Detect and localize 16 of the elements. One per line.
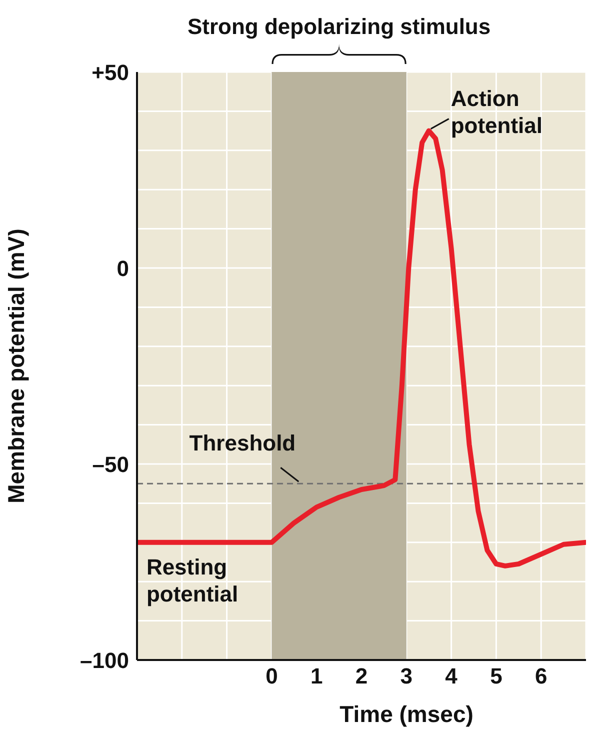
x-tick-label: 2	[355, 664, 368, 689]
band-label: Strong depolarizing stimulus	[187, 14, 491, 39]
x-axis-title: Time (msec)	[340, 701, 474, 727]
x-tick-label: 5	[490, 664, 502, 689]
y-tick-label: 0	[116, 256, 129, 281]
x-tick-label: 3	[400, 664, 413, 689]
x-tick-label: 1	[310, 664, 323, 689]
annotation: Resting potential	[146, 554, 238, 606]
x-tick-label: 6	[534, 664, 548, 689]
annotation: Action potential	[450, 86, 543, 138]
x-tick-label: 4	[445, 664, 458, 689]
y-tick-label: –100	[80, 648, 129, 673]
y-tick-label: –50	[92, 452, 129, 477]
annotation: Threshold	[189, 430, 296, 456]
x-tick-label: 0	[266, 664, 278, 689]
y-tick-label: +50	[92, 60, 129, 85]
